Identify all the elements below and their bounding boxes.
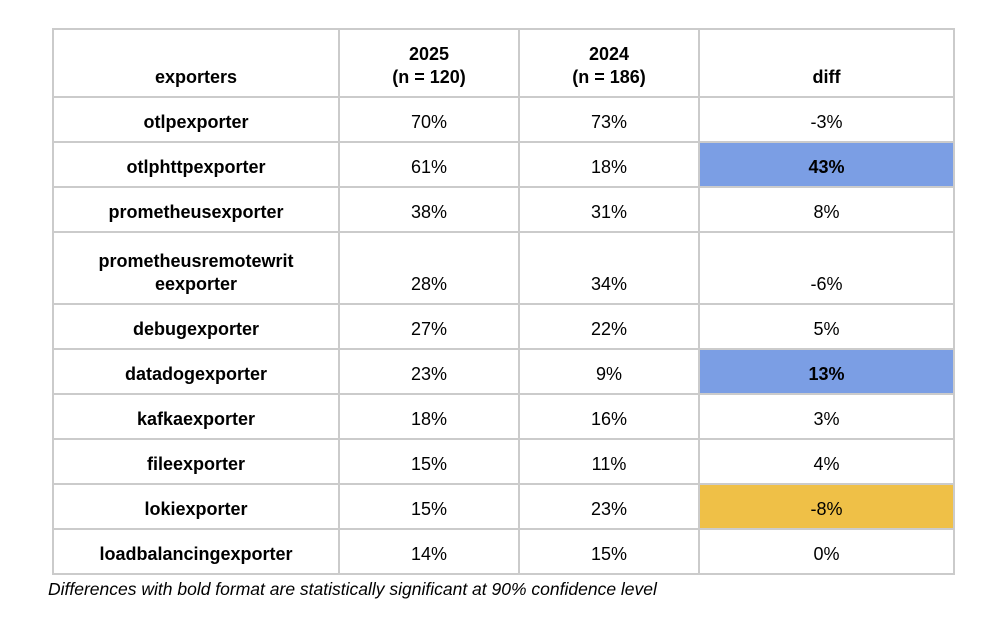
diff-cell: 13%: [698, 348, 955, 395]
header-2024: 2024 (n = 186): [518, 28, 700, 98]
exporter-name-cell: prometheusexporter: [52, 186, 340, 233]
significance-footnote: Differences with bold format are statist…: [48, 579, 657, 599]
diff-cell: 5%: [698, 303, 955, 350]
value-2025-cell: 70%: [338, 96, 520, 143]
exporters-table: exporters 2025 (n = 120) 2024 (n = 186) …: [52, 28, 955, 575]
exporters-table-container: exporters 2025 (n = 120) 2024 (n = 186) …: [52, 28, 955, 575]
table-row: debugexporter 27% 22% 5%: [52, 303, 955, 350]
value-2025-cell: 61%: [338, 141, 520, 188]
value-2024-cell: 73%: [518, 96, 700, 143]
exporter-name-cell: prometheusremotewrit eexporter: [52, 231, 340, 305]
table-row: prometheusexporter 38% 31% 8%: [52, 186, 955, 233]
value-2025-cell: 27%: [338, 303, 520, 350]
table-row: kafkaexporter 18% 16% 3%: [52, 393, 955, 440]
exporter-name-cell: otlphttpexporter: [52, 141, 340, 188]
table-row: datadogexporter 23% 9% 13%: [52, 348, 955, 395]
table-row: lokiexporter 15% 23% -8%: [52, 483, 955, 530]
value-2024-cell: 16%: [518, 393, 700, 440]
exporter-name-cell: datadogexporter: [52, 348, 340, 395]
exporter-name-cell: kafkaexporter: [52, 393, 340, 440]
value-2024-cell: 22%: [518, 303, 700, 350]
value-2024-cell: 18%: [518, 141, 700, 188]
diff-cell: 3%: [698, 393, 955, 440]
value-2025-cell: 15%: [338, 438, 520, 485]
header-2025: 2025 (n = 120): [338, 28, 520, 98]
diff-cell: -8%: [698, 483, 955, 530]
diff-cell: 4%: [698, 438, 955, 485]
value-2025-cell: 38%: [338, 186, 520, 233]
value-2024-cell: 11%: [518, 438, 700, 485]
diff-cell: 43%: [698, 141, 955, 188]
value-2024-cell: 34%: [518, 231, 700, 305]
table-row: fileexporter 15% 11% 4%: [52, 438, 955, 485]
exporter-name-cell: loadbalancingexporter: [52, 528, 340, 575]
table-row: prometheusremotewrit eexporter 28% 34% -…: [52, 231, 955, 305]
table-header-row: exporters 2025 (n = 120) 2024 (n = 186) …: [52, 28, 955, 98]
value-2025-cell: 28%: [338, 231, 520, 305]
header-diff: diff: [698, 28, 955, 98]
diff-cell: -3%: [698, 96, 955, 143]
value-2024-cell: 15%: [518, 528, 700, 575]
value-2025-cell: 23%: [338, 348, 520, 395]
value-2025-cell: 18%: [338, 393, 520, 440]
diff-cell: 8%: [698, 186, 955, 233]
exporter-name-cell: fileexporter: [52, 438, 340, 485]
exporter-name-cell: otlpexporter: [52, 96, 340, 143]
diff-cell: 0%: [698, 528, 955, 575]
table-row: loadbalancingexporter 14% 15% 0%: [52, 528, 955, 575]
value-2024-cell: 9%: [518, 348, 700, 395]
header-exporters: exporters: [52, 28, 340, 98]
exporter-name-cell: debugexporter: [52, 303, 340, 350]
diff-cell: -6%: [698, 231, 955, 305]
value-2024-cell: 31%: [518, 186, 700, 233]
value-2025-cell: 15%: [338, 483, 520, 530]
value-2025-cell: 14%: [338, 528, 520, 575]
exporter-name-cell: lokiexporter: [52, 483, 340, 530]
table-row: otlphttpexporter 61% 18% 43%: [52, 141, 955, 188]
table-row: otlpexporter 70% 73% -3%: [52, 96, 955, 143]
value-2024-cell: 23%: [518, 483, 700, 530]
